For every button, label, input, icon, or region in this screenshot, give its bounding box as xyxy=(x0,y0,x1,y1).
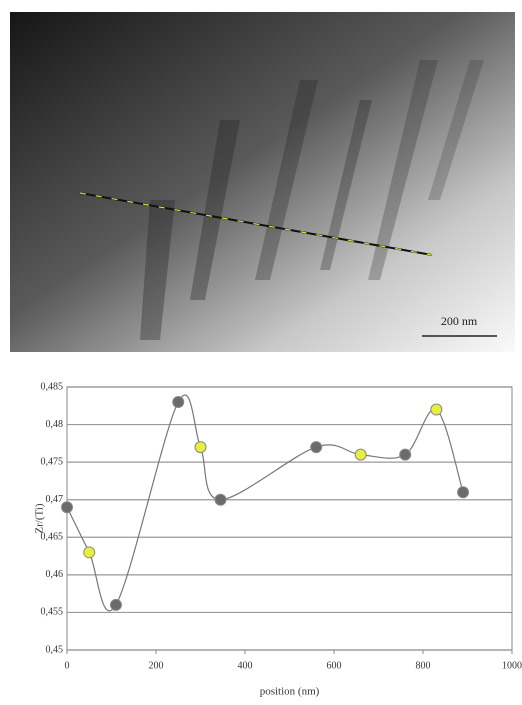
point xyxy=(430,403,443,416)
micrograph: 200 nm xyxy=(10,12,515,352)
x-tick-label: 0 xyxy=(65,660,70,671)
point xyxy=(61,501,73,514)
point xyxy=(354,448,367,461)
y-tick-label: 0,47 xyxy=(46,494,64,505)
y-axis-label: Zr/(Ti) xyxy=(34,503,46,533)
x-axis-label: position (nm) xyxy=(260,686,320,698)
point xyxy=(310,441,323,454)
y-tick-label: 0,48 xyxy=(46,419,64,430)
point xyxy=(214,493,227,506)
y-tick-label: 0,45 xyxy=(46,644,64,655)
line xyxy=(66,394,464,612)
chart: 0,45 0,455 0,46 0,465 0,47 0,475 0,48 0,485 0 200… xyxy=(34,381,522,697)
y-tick-label: 0,455 xyxy=(41,607,64,618)
x-tick-label: 800 xyxy=(416,660,431,671)
y-tick-label: 0,475 xyxy=(41,456,64,467)
x-tick-label: 600 xyxy=(327,660,342,671)
y-tick-label: 0,485 xyxy=(41,381,64,392)
scale-label: 200 nm xyxy=(441,314,478,328)
x-tick-label: 200 xyxy=(149,660,164,671)
x-tick-label: 1000 xyxy=(502,660,522,671)
y-tick-label: 0,465 xyxy=(41,532,64,543)
y-tick-label: 0,46 xyxy=(46,569,64,580)
point xyxy=(83,546,96,559)
plot-frame xyxy=(66,386,513,651)
x-tick-label: 400 xyxy=(238,660,253,671)
point xyxy=(109,598,122,611)
point xyxy=(172,396,185,409)
point xyxy=(399,448,412,461)
point xyxy=(457,486,470,499)
point xyxy=(194,441,207,454)
